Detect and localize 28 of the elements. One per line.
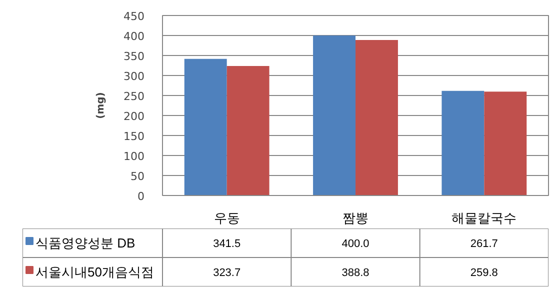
y-tick-label: 300 xyxy=(124,70,145,83)
y-tick-label: 0 xyxy=(138,190,144,203)
x-tick-label: 해물칼국수 xyxy=(452,210,517,226)
bar xyxy=(484,92,527,196)
y-tick-label: 400 xyxy=(124,30,145,43)
legend-label: 식품영양성분 DB xyxy=(36,236,136,250)
data-label: 388.8 xyxy=(342,267,370,279)
data-label: 259.8 xyxy=(470,267,498,279)
bar xyxy=(184,58,227,196)
bar xyxy=(313,36,356,196)
data-label: 261.7 xyxy=(470,238,498,250)
y-tick-label: 50 xyxy=(130,170,145,183)
y-tick-label: 450 xyxy=(124,10,145,23)
legend-label: 서울시내50개음식점 xyxy=(36,264,154,280)
y-tick-label: 200 xyxy=(124,110,145,123)
data-label: 323.7 xyxy=(213,267,241,279)
y-tick-label: 100 xyxy=(124,150,145,163)
y-tick-label: 350 xyxy=(124,50,145,63)
x-tick-label: 우동 xyxy=(214,210,240,226)
y-tick-label: 250 xyxy=(124,90,145,103)
data-label: 400.0 xyxy=(342,238,370,250)
bar xyxy=(442,90,484,196)
bar xyxy=(226,66,270,196)
y-tick-label: 150 xyxy=(124,130,145,143)
bar xyxy=(356,40,398,196)
data-label: 341.5 xyxy=(213,238,241,250)
x-tick-label: 짬뽕 xyxy=(342,210,368,226)
y-axis-title: (mg) xyxy=(96,92,107,119)
